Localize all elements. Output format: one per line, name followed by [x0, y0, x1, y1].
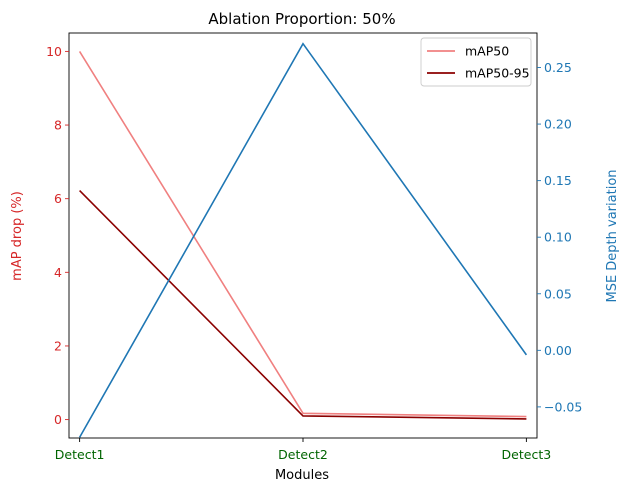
right-y-tick-label: 0.15 — [544, 173, 572, 188]
right-y-tick-label: 0.00 — [544, 343, 572, 358]
right-y-tick-label: 0.20 — [544, 117, 572, 132]
right-y-tick-label: 0.05 — [544, 286, 572, 301]
legend-box — [420, 37, 532, 87]
left-y-tick-label: 10 — [46, 44, 62, 59]
left-y-tick-label: 8 — [54, 118, 62, 133]
left-y-tick-label: 4 — [54, 265, 62, 280]
plot-frame — [68, 32, 538, 439]
right-y-tick-label: −0.05 — [544, 399, 582, 414]
right-y-tick-label: 0.25 — [544, 60, 572, 75]
right-y-axis-label: MSE Depth variation — [605, 169, 620, 302]
chart-title: Ablation Proportion: 50% — [208, 10, 395, 28]
x-tick-label: Detect2 — [278, 447, 328, 462]
series-line-map50-95 — [79, 190, 527, 420]
x-axis-label: Modules — [275, 468, 329, 483]
legend: mAP50 mAP50-95 — [420, 37, 532, 87]
left-y-tick-label: 2 — [54, 338, 62, 353]
series-line-map50 — [78, 50, 527, 418]
left-y-axis-label: mAP drop (%) — [10, 191, 25, 281]
right-y-tick-label: 0.10 — [544, 230, 572, 245]
left-y-tick-label: 6 — [54, 191, 62, 206]
legend-label: mAP50-95 — [465, 66, 530, 81]
plot-area: 0 2 4 6 8 10 −0.05 0.00 0.05 0.10 0.15 0.20 0.25 Dete… — [46, 32, 582, 462]
x-tick-label: Detect3 — [502, 447, 552, 462]
series-line-mse-depth — [78, 42, 528, 438]
left-y-tick-label: 0 — [54, 412, 62, 427]
x-tick-label: Detect1 — [55, 447, 105, 462]
legend-label: mAP50 — [465, 44, 509, 59]
